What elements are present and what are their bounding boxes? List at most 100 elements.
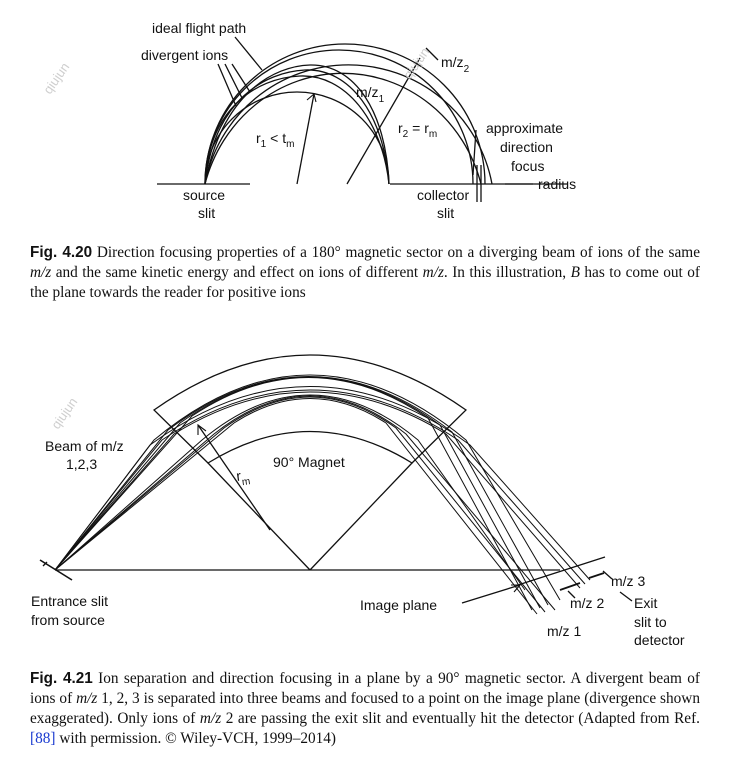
ion-beam <box>54 376 541 609</box>
caption-text: . In this illustration, <box>443 264 571 281</box>
reference-link[interactable]: [88] <box>30 730 56 747</box>
label-detector: detector <box>634 632 685 648</box>
ion-path <box>204 91 390 185</box>
subscript: m <box>241 476 251 488</box>
watermark: qiujun <box>40 60 72 97</box>
label-mz3: m/z 3 <box>611 573 645 589</box>
fig-4-21-diagram <box>39 354 633 615</box>
label-exit: Exit <box>634 595 657 611</box>
fig-4-21-labels: Beam of m/z 1,2,3 rm 90° Magnet Entrance… <box>31 438 685 648</box>
subscript: 2 <box>403 129 409 140</box>
label-ideal-flight-path: ideal flight path <box>152 20 246 36</box>
arrowhead <box>511 584 522 593</box>
caption-text: 2 are passing the exit slit and eventual… <box>221 710 700 727</box>
leader-divergent <box>224 63 243 99</box>
ion-beam <box>54 377 533 611</box>
label-collector: collector <box>417 187 469 203</box>
label-r2: r2 = rm <box>398 120 437 140</box>
r-text: r <box>256 130 261 146</box>
mz-text: m/z <box>441 54 464 70</box>
caption-text: Ion separation and direction focusing in… <box>30 670 700 707</box>
ion-beam <box>54 389 586 585</box>
watermark: qiujun <box>48 395 80 432</box>
ion-beam <box>54 386 591 581</box>
caption-italic: m/z <box>422 264 444 281</box>
ion-beam <box>54 398 538 615</box>
ion-beam <box>54 376 549 606</box>
ion-beam <box>54 374 561 601</box>
leader-divergent <box>231 63 251 93</box>
caption-text: and the same kinetic energy and effect o… <box>51 264 423 281</box>
arrowhead <box>306 93 317 103</box>
sector-edge-left <box>207 462 311 571</box>
caption-text: 1, 2, 3 is separated into three beams an… <box>30 690 700 727</box>
subscript: m <box>429 129 437 140</box>
leader-focus <box>472 129 477 176</box>
subscript: m <box>286 139 294 150</box>
magnet-sector <box>152 354 468 464</box>
subscript: 2 <box>464 64 470 75</box>
label-mz2: m/z2 <box>441 54 470 75</box>
label-source-slit: slit <box>198 205 215 221</box>
exit-slit <box>559 582 581 591</box>
caption-text: Direction focusing properties of a 180° … <box>96 244 700 261</box>
label-source: source <box>183 187 225 203</box>
label-entrance-slit: Entrance slit <box>31 593 108 609</box>
caption-italic: m/z <box>199 710 222 727</box>
label-r1: r1 < tm <box>256 130 294 150</box>
leader-ideal <box>234 36 263 71</box>
caption-text: with permission. © Wiley-VCH, 1999–2014) <box>55 730 337 747</box>
ion-path-mz1 <box>204 49 474 185</box>
label-focus: focus <box>511 158 544 174</box>
ion-path-outer <box>204 72 482 185</box>
leader-divergent <box>217 63 237 107</box>
fig-4-20-labels: ideal flight path divergent ions m/z2 m/… <box>141 20 576 221</box>
caption-italic: m/z <box>76 690 98 707</box>
ion-beam <box>54 391 581 589</box>
ion-beams <box>54 374 591 615</box>
relation-text: = r <box>408 120 429 136</box>
exit-slit <box>588 572 605 579</box>
ion-path-mz2-b <box>204 64 493 185</box>
arrowhead <box>197 423 207 435</box>
caption-italic: B <box>570 264 580 281</box>
label-direction: direction <box>500 139 553 155</box>
ion-path <box>204 69 390 185</box>
label-mz1: m/z 1 <box>547 623 581 639</box>
subscript: 1 <box>379 94 385 105</box>
watermark: qiujun <box>400 45 432 82</box>
label-divergent-ions: divergent ions <box>141 47 228 63</box>
image-plane-line <box>517 556 606 586</box>
sector-edge-right <box>309 462 413 571</box>
radius-r2 <box>346 57 421 185</box>
caption-italic: m/z <box>30 264 52 281</box>
mz-text: m/z <box>356 84 379 100</box>
leader-exit <box>619 591 633 602</box>
caption-fig-4-21: Fig. 4.21 Ion separation and direction f… <box>30 669 700 749</box>
ion-beam <box>54 396 546 613</box>
entrance-slit-tick <box>42 561 48 567</box>
caption-fig-4-20: Fig. 4.20 Direction focusing properties … <box>30 243 700 303</box>
leader-mz2 <box>425 47 439 61</box>
label-image-plane: Image plane <box>360 597 437 613</box>
label-from-source: from source <box>31 612 105 628</box>
label-rm: rm <box>235 466 251 489</box>
ion-beam <box>54 395 556 611</box>
label-magnet: 90° Magnet <box>273 454 345 470</box>
label-radius: radius <box>538 176 576 192</box>
relation-text: < t <box>266 130 286 146</box>
label-slit-to: slit to <box>634 614 667 630</box>
label-beam-values: 1,2,3 <box>66 456 97 472</box>
ion-beam <box>54 394 526 591</box>
caption-number: Fig. 4.20 <box>30 244 93 261</box>
caption-number: Fig. 4.21 <box>30 670 93 687</box>
leader-mz2 <box>567 590 576 599</box>
subscript: 1 <box>261 139 267 150</box>
r-text: r <box>235 467 242 484</box>
fig-4-20-diagram <box>157 36 568 202</box>
label-approximate: approximate <box>486 120 563 136</box>
caption-text: has to come out of the plane towards the… <box>30 264 700 301</box>
label-mz1: m/z1 <box>356 84 385 105</box>
leader-mz3 <box>602 570 613 580</box>
